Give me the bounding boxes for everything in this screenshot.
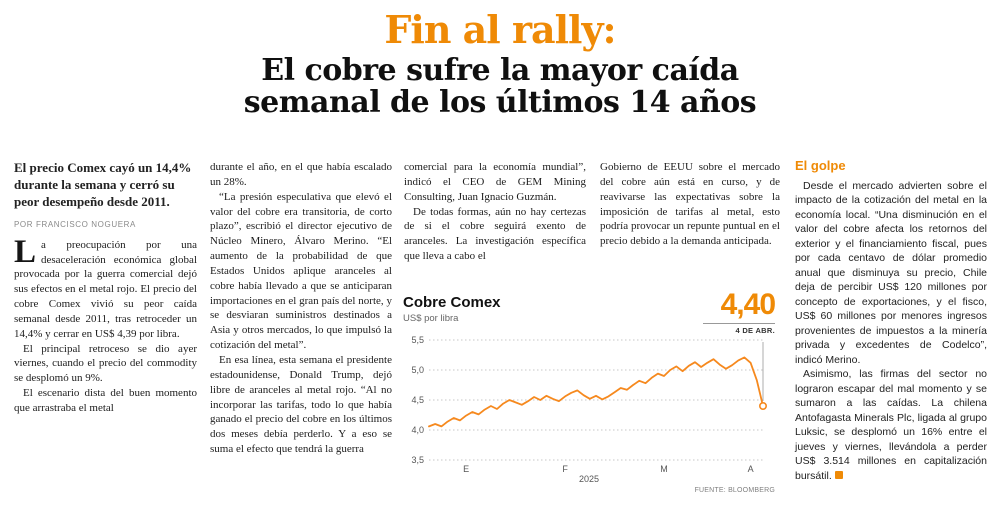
- article-column-3: comercial para la economía mundial”, ind…: [404, 160, 586, 264]
- body-paragraph: durante el año, en el que había escalado…: [210, 161, 392, 188]
- copper-price-chart: Cobre Comex US$ por libra 4,40 4 DE ABR.…: [403, 290, 776, 495]
- headline-title-line2: semanal de los últimos 14 años: [243, 84, 757, 120]
- byline: POR FRANCISCO NOGUERA: [14, 219, 136, 229]
- chart-source: FUENTE: BLOOMBERG: [694, 487, 775, 494]
- sidebar-el-golpe: El golpe Desde el mercado advierten sobr…: [795, 158, 987, 483]
- sidebar-paragraph: Desde el mercado advierten sobre el impa…: [795, 180, 987, 366]
- body-paragraph: comercial para la economía mundial”, ind…: [404, 161, 586, 203]
- chart-unit-label: US$ por libra: [403, 313, 459, 324]
- svg-text:5,0: 5,0: [411, 365, 424, 375]
- svg-text:4,0: 4,0: [411, 425, 424, 435]
- chart-latest-date: 4 DE ABR.: [703, 323, 775, 335]
- copper-chart-svg: 5,5 5,0 4,5 4,0 3,5 E F M A: [411, 335, 767, 474]
- headline-title: El cobre sufre la mayor caída semanal de …: [0, 52, 1000, 120]
- sidebar-heading: El golpe: [795, 158, 846, 173]
- svg-text:5,5: 5,5: [411, 335, 424, 345]
- paragraph-text: a preocupación por una desaceleración ec…: [14, 238, 197, 340]
- article-column-4: Gobierno de EEUU sobre el mercado del co…: [600, 160, 780, 249]
- svg-text:4,5: 4,5: [411, 395, 424, 405]
- headline-block: Fin al rally: El cobre sufre la mayor ca…: [0, 10, 1000, 118]
- headline-kicker: Fin al rally:: [384, 7, 616, 52]
- svg-text:M: M: [660, 464, 668, 474]
- svg-text:3,5: 3,5: [411, 455, 424, 465]
- chart-latest-value: 4,40: [720, 288, 776, 321]
- svg-text:A: A: [748, 464, 754, 474]
- body-paragraph: Gobierno de EEUU sobre el mercado del co…: [600, 161, 780, 248]
- svg-text:F: F: [562, 464, 568, 474]
- drop-cap: L: [14, 233, 37, 270]
- svg-text:E: E: [463, 464, 469, 474]
- chart-title: Cobre Comex: [403, 294, 501, 311]
- article-column-2: durante el año, en el que había escalado…: [210, 160, 392, 457]
- body-paragraph: En esa línea, esta semana el presidente …: [210, 353, 392, 456]
- body-paragraph: El principal retroceso se dio ayer viern…: [14, 342, 197, 385]
- body-paragraph: “La presión especulativa que elevó el va…: [210, 190, 392, 352]
- chart-latest-callout: 4,40 4 DE ABR.: [703, 288, 776, 335]
- chart-year-label: 2025: [578, 474, 600, 484]
- article-column-1: El precio Comex cayó un 14,4% durante la…: [14, 160, 197, 416]
- lede-summary: El precio Comex cayó un 14,4% durante la…: [14, 160, 192, 209]
- headline-title-line1: El cobre sufre la mayor caída: [261, 52, 739, 88]
- sidebar-paragraph: Asimismo, las firmas del sector no logra…: [795, 367, 987, 483]
- body-paragraph: El escenario dista del buen momento que …: [14, 387, 197, 414]
- article-end-mark-icon: [834, 470, 843, 479]
- sidebar-paragraph-text: Asimismo, las firmas del sector no logra…: [795, 368, 987, 482]
- body-paragraph: De todas formas, aún no hay certezas de …: [404, 205, 586, 263]
